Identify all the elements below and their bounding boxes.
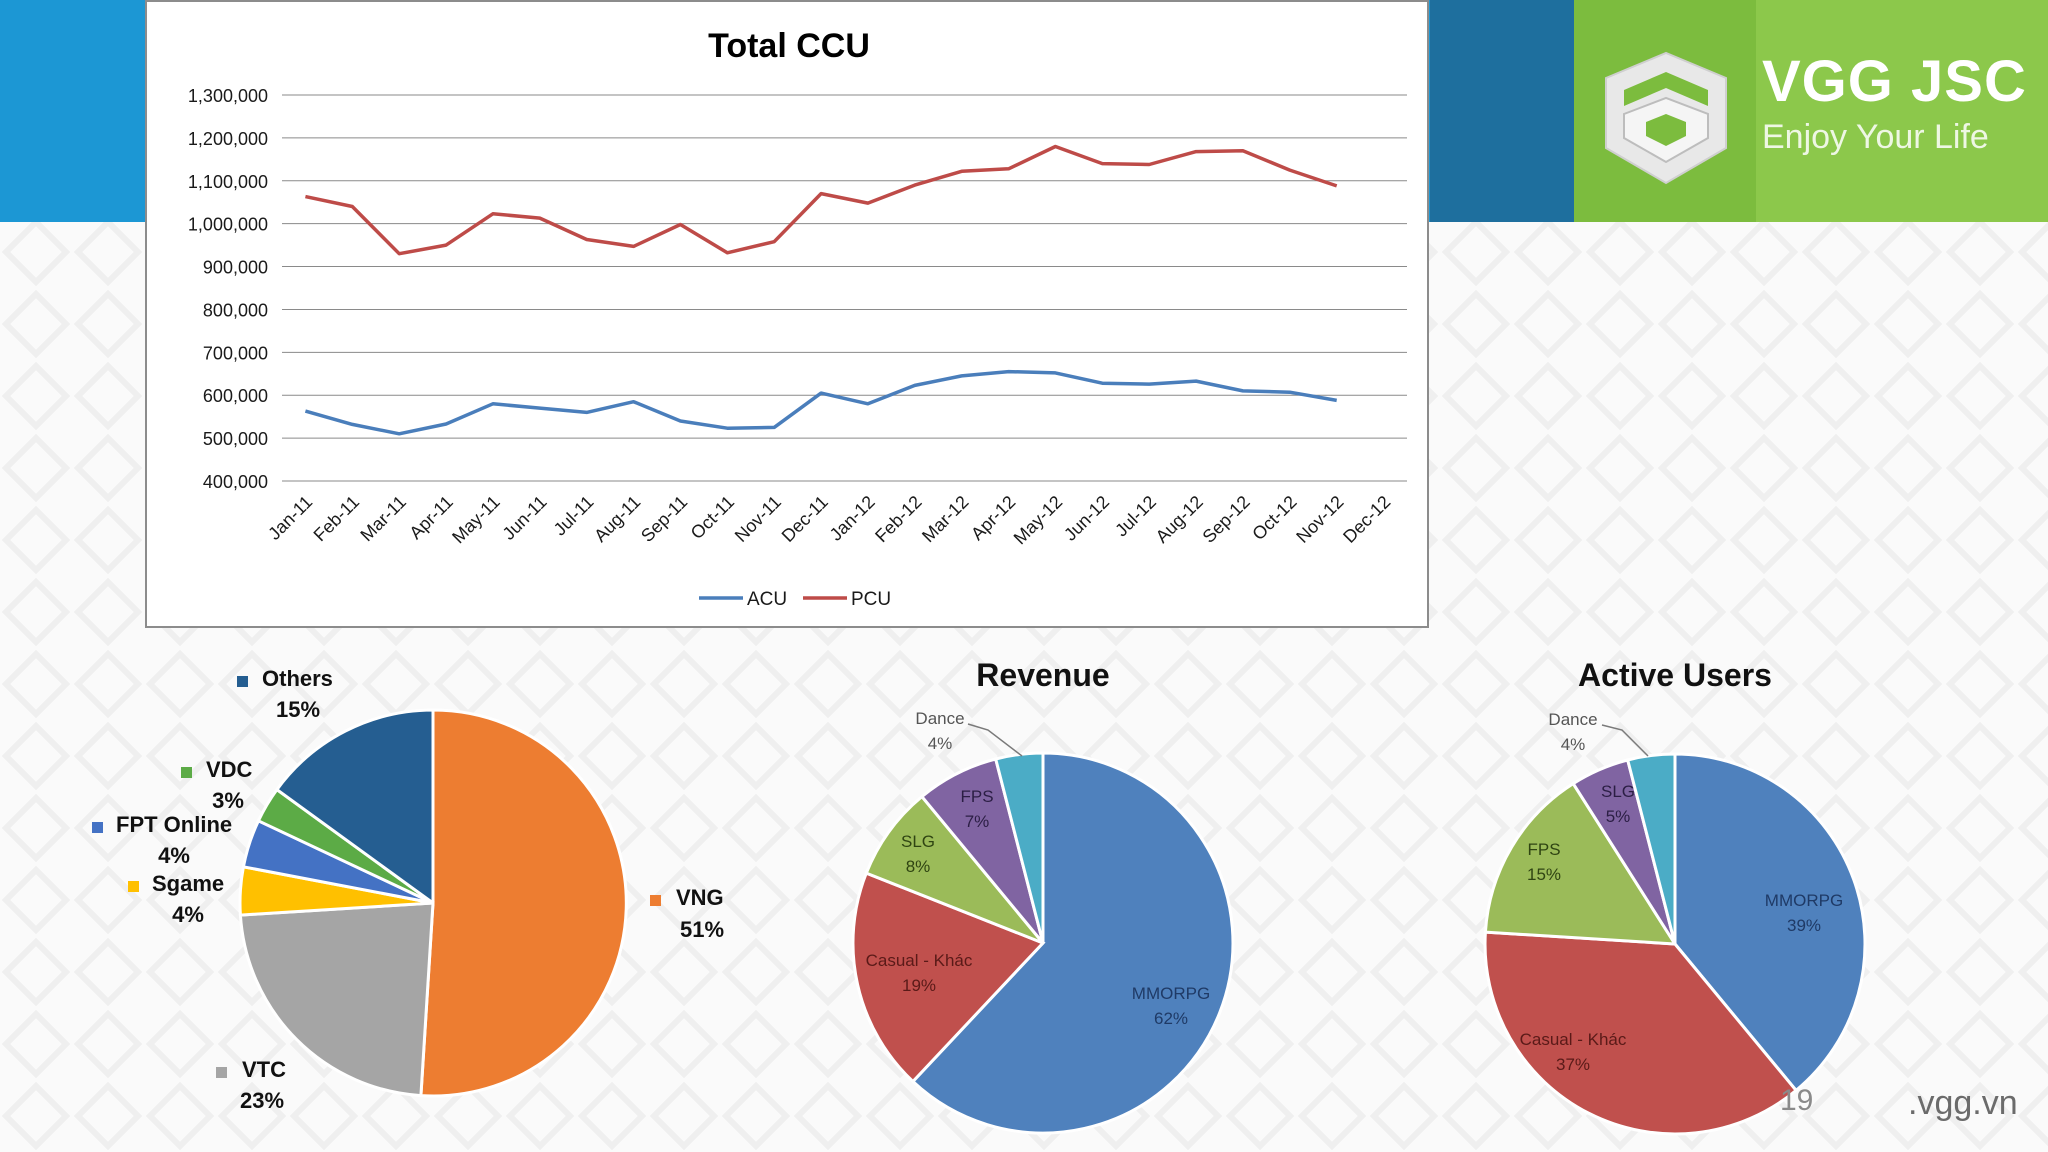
y-tick-label: 800,000 [203, 300, 268, 320]
ccu-line-chart: Total CCU 400,000 500,000 600,000 700,000 800… [188, 27, 1407, 610]
y-tick-label: 600,000 [203, 386, 268, 406]
pie-label: Dance [915, 709, 964, 728]
series-line-pcu [305, 144, 1338, 256]
series-line-acu [304, 369, 1338, 436]
pie-label: VTC [242, 1057, 286, 1082]
pie-label: VDC [206, 757, 253, 782]
y-tick-label: 400,000 [203, 472, 268, 492]
pie-percent: 5% [1606, 807, 1631, 826]
brand-tagline: Enjoy Your Life [1762, 118, 1989, 156]
pie-label: SLG [901, 832, 935, 851]
pie-percent: 15% [1527, 865, 1561, 884]
pie-slice-slg [864, 794, 1045, 945]
legend-label: ACU [747, 589, 787, 610]
pie-percent: 4% [928, 734, 953, 753]
pie-percent: 62% [1154, 1009, 1188, 1028]
legend-swatch [216, 1067, 227, 1078]
pie-percent: 8% [906, 857, 931, 876]
pie-percent: 39% [1787, 916, 1821, 935]
y-tick-label: 500,000 [203, 429, 268, 449]
header-band-dark [1430, 0, 1574, 222]
ccu-chart-frame: Total CCU 400,000 500,000 600,000 700,000 800… [145, 0, 1429, 628]
y-tick-label: 1,300,000 [188, 86, 268, 106]
pie-slice-mmorpg [910, 751, 1235, 1135]
pie-label: Sgame [152, 871, 224, 896]
y-tick-label: 1,200,000 [188, 129, 268, 149]
pie-percent: 19% [902, 976, 936, 995]
footer-url: .vgg.vn [1908, 1084, 2018, 1122]
pie-title-revenue: Revenue [976, 657, 1109, 693]
pie-label: VNG [676, 885, 724, 910]
pie-label: Casual - Khác [866, 951, 973, 970]
pie-title-active-users: Active Users [1578, 657, 1772, 693]
leader-line [1601, 724, 1649, 757]
pie-slice-casual-kh-c [1483, 930, 1799, 1136]
legend-swatch [92, 822, 103, 833]
pie-slice-dance [1625, 752, 1677, 945]
pie-label: FPS [1527, 840, 1560, 859]
y-tick-label: 700,000 [203, 343, 268, 363]
legend-swatch [650, 895, 661, 906]
pie-slice-vtc [238, 901, 435, 1098]
pie-slice-mmorpg [1673, 752, 1867, 1093]
chart-title: Total CCU [708, 27, 870, 65]
y-tick-label: 1,000,000 [188, 215, 268, 235]
pie-label: Casual - Khác [1520, 1030, 1627, 1049]
pie-label: MMORPG [1765, 891, 1843, 910]
pie-label: SLG [1601, 782, 1635, 801]
pie-percent: 3% [212, 788, 244, 813]
pie-percent: 4% [1561, 735, 1586, 754]
leader-line [967, 723, 1023, 757]
page-number: 19 [1780, 1084, 1814, 1117]
pie-label: FPT Online [116, 812, 232, 837]
pie-percent: 23% [240, 1088, 284, 1113]
legend-label: PCU [851, 589, 891, 610]
pie-percent: 4% [158, 843, 190, 868]
pie-label: MMORPG [1132, 984, 1210, 1003]
legend-swatch [237, 676, 248, 687]
legend-swatch [181, 767, 192, 778]
pie-percent: 15% [276, 697, 320, 722]
header-band-green-light [1756, 0, 2048, 222]
pie-label: Others [262, 666, 333, 691]
pie-slice-others [274, 708, 435, 906]
legend-swatch [128, 881, 139, 892]
y-tick-label: 900,000 [203, 258, 268, 278]
y-tick-label: 1,100,000 [188, 172, 268, 192]
pie-slice-vng [419, 708, 628, 1098]
pie-percent: 4% [172, 902, 204, 927]
pie-label: FPS [960, 787, 993, 806]
pie-percent: 37% [1556, 1055, 1590, 1074]
pie-percent: 7% [965, 812, 990, 831]
pie-percent: 51% [680, 917, 724, 942]
brand-name: VGG JSC [1762, 49, 2027, 114]
pie-label: Dance [1548, 710, 1597, 729]
vgg-logo-icon [1605, 51, 1727, 185]
pie-slice-fps [1483, 781, 1678, 946]
